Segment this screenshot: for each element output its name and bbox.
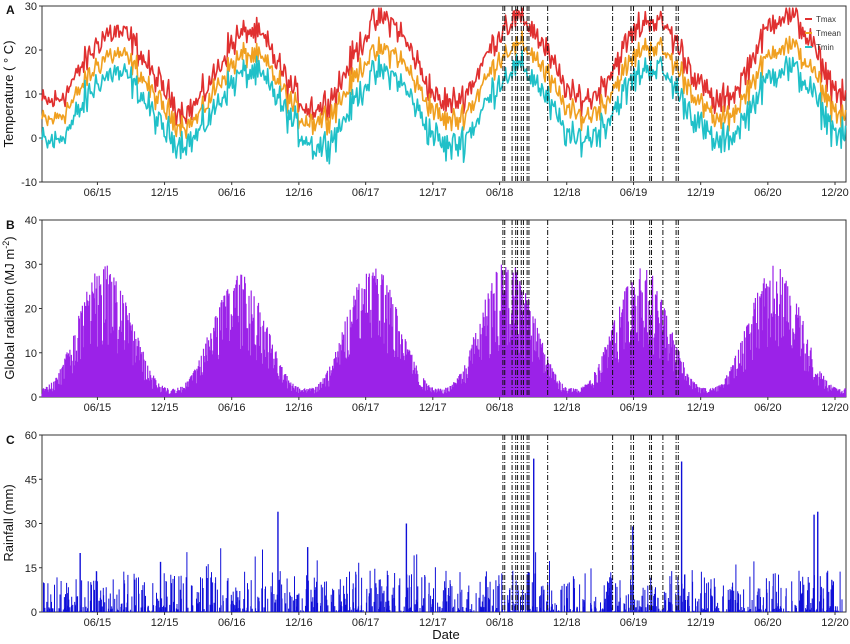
y-tick-label: -10 xyxy=(21,177,37,189)
x-tick-label: 06/19 xyxy=(620,402,648,414)
x-tick-label: 12/19 xyxy=(687,402,715,414)
panel-b-y-title-end: ) xyxy=(2,236,17,240)
x-tick-label: 06/20 xyxy=(754,617,782,629)
x-tick-label: 12/18 xyxy=(553,402,581,414)
y-tick-label: 30 xyxy=(25,259,37,271)
y-tick-label: 45 xyxy=(25,474,37,486)
y-tick-label: 30 xyxy=(25,1,37,13)
y-tick-label: 20 xyxy=(25,304,37,316)
y-tick-label: 0 xyxy=(31,392,37,404)
x-tick-label: 12/15 xyxy=(151,187,179,199)
panel-label-b: B xyxy=(6,218,15,232)
x-tick-label: 06/17 xyxy=(352,617,380,629)
panel-b: B 0 10 20 30 40 06/15 12/15 06/16 12/16 06/17 12/1… xyxy=(1,215,849,414)
panel-a-plot: -10 0 10 20 30 06/15 12/15 06/16 12/16 06/17 12/17… xyxy=(21,1,849,199)
x-tick-label: 12/19 xyxy=(687,187,715,199)
x-tick-label: 06/18 xyxy=(486,402,514,414)
x-tick-label: 06/20 xyxy=(754,187,782,199)
x-tick-label: 06/19 xyxy=(620,617,648,629)
x-tick-label: 06/17 xyxy=(352,187,380,199)
x-tick-label: 06/18 xyxy=(486,187,514,199)
x-tick-label: 12/15 xyxy=(151,617,179,629)
y-tick-label: 30 xyxy=(25,519,37,531)
panel-b-y-title-sup: -2 xyxy=(1,241,11,249)
panel-label-a: A xyxy=(6,3,15,17)
y-tick-label: 0 xyxy=(31,607,37,619)
x-tick-label: 12/20 xyxy=(821,187,849,199)
panel-c: C 0 15 30 45 60 06/15 12/15 06/16 12/16 06/17 12/1… xyxy=(1,430,849,642)
x-tick-label: 12/17 xyxy=(419,187,447,199)
x-tick-label: 06/19 xyxy=(620,187,648,199)
panel-label-c: C xyxy=(6,433,15,447)
x-tick-label: 06/15 xyxy=(84,187,112,199)
y-tick-label: 40 xyxy=(25,215,37,227)
x-tick-label: 12/20 xyxy=(821,617,849,629)
x-tick-label: 06/16 xyxy=(218,402,246,414)
panel-c-plot: 0 15 30 45 60 06/15 12/15 06/16 12/16 06/17 12/17 0… xyxy=(25,430,849,629)
x-tick-label: 12/20 xyxy=(821,402,849,414)
x-tick-label: 12/16 xyxy=(285,402,313,414)
x-axis-title: Date xyxy=(432,627,459,642)
panel-a-legend: Tmax Tmean Tmin xyxy=(805,15,841,52)
x-tick-label: 12/16 xyxy=(285,187,313,199)
x-tick-label: 12/15 xyxy=(151,402,179,414)
y-tick-label: 10 xyxy=(25,348,37,360)
panel-b-plot: 0 10 20 30 40 06/15 12/15 06/16 12/16 06/17 12/17 0… xyxy=(25,215,849,414)
series-line-tmax xyxy=(41,7,847,126)
panel-a: A -10 0 10 20 30 06/15 12/15 06/16 12/16 06/17 12/… xyxy=(1,1,849,199)
x-tick-label: 06/16 xyxy=(218,617,246,629)
legend-label-tmax: Tmax xyxy=(816,15,836,24)
radiation-bars xyxy=(41,264,847,397)
y-tick-label: 20 xyxy=(25,45,37,57)
series-line-tmean xyxy=(41,30,847,139)
y-tick-label: 0 xyxy=(31,133,37,145)
x-tick-label: 06/15 xyxy=(84,617,112,629)
x-tick-label: 12/18 xyxy=(553,617,581,629)
x-tick-label: 12/18 xyxy=(553,187,581,199)
legend-label-tmean: Tmean xyxy=(816,29,841,38)
panel-a-y-title: Temperature ( ° C) xyxy=(1,40,16,147)
panel-b-y-title: Global radiation (MJ m-2) xyxy=(1,236,17,379)
x-tick-label: 06/17 xyxy=(352,402,380,414)
x-tick-label: 06/16 xyxy=(218,187,246,199)
panel-frame xyxy=(41,219,847,398)
x-tick-label: 12/16 xyxy=(285,617,313,629)
legend-label-tmin: Tmin xyxy=(816,43,834,52)
x-tick-label: 12/17 xyxy=(419,617,447,629)
panel-frame xyxy=(41,434,847,613)
x-tick-label: 12/19 xyxy=(687,617,715,629)
y-tick-label: 15 xyxy=(25,563,37,575)
y-tick-label: 10 xyxy=(25,89,37,101)
series-line-tmin xyxy=(41,49,847,165)
x-tick-label: 06/18 xyxy=(486,617,514,629)
x-tick-label: 12/17 xyxy=(419,402,447,414)
rainfall-bars xyxy=(41,548,847,612)
panel-b-y-title-main: Global radiation (MJ m xyxy=(2,249,17,380)
panel-c-y-title: Rainfall (mm) xyxy=(1,484,16,561)
x-tick-label: 06/15 xyxy=(84,402,112,414)
x-tick-label: 06/20 xyxy=(754,402,782,414)
y-tick-label: 60 xyxy=(25,430,37,442)
